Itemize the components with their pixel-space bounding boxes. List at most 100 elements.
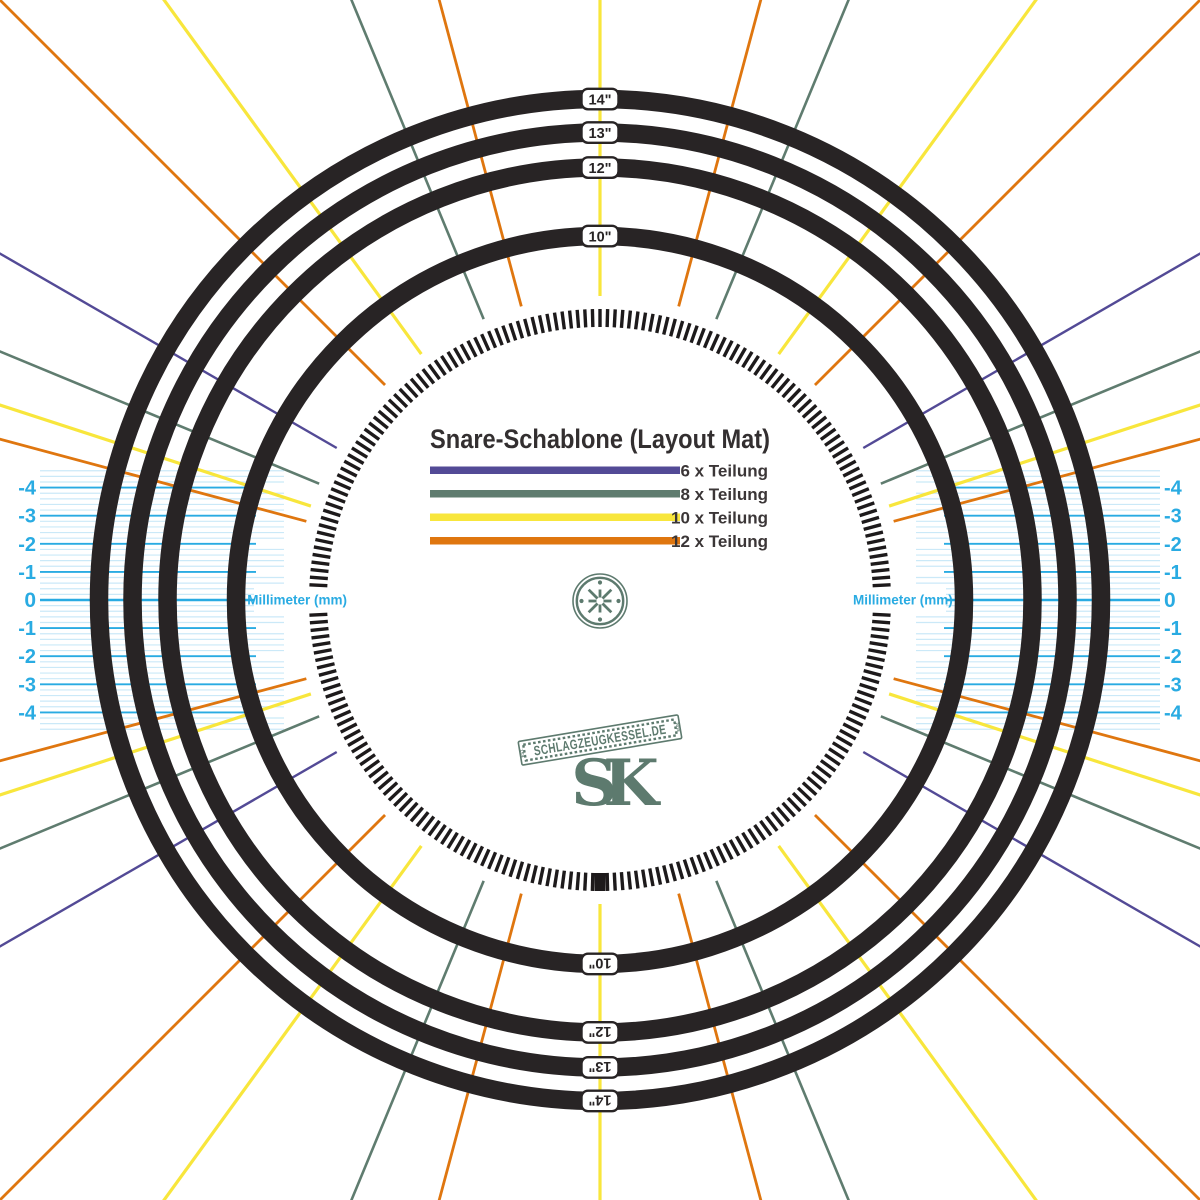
- legend: 6 x Teilung 8 x Teilung 10 x Teilung 12 x T…: [430, 462, 768, 551]
- degree-tick: [828, 440, 845, 453]
- mm-label-left-bg: [254, 588, 354, 612]
- degree-tick: [320, 675, 339, 685]
- degree-tick: [709, 848, 720, 867]
- degree-tick: [861, 675, 880, 685]
- legend-color-bar: [430, 513, 680, 521]
- degree-tick: [728, 343, 741, 361]
- degree-tick: [776, 806, 791, 823]
- degree-tick: [747, 828, 760, 845]
- degree-tick: [633, 311, 640, 330]
- degree-tick: [689, 325, 699, 344]
- ruler-number-right: -1: [1164, 562, 1182, 584]
- degree-tick: [552, 312, 559, 331]
- degree-tick: [696, 854, 706, 873]
- degree-tick: [675, 320, 685, 339]
- degree-tick: [312, 552, 331, 559]
- degree-tick: [702, 851, 713, 870]
- degree-tick: [333, 480, 352, 491]
- degree-tick: [318, 523, 337, 531]
- degree-tick: [828, 747, 845, 760]
- degree-tick: [648, 868, 655, 887]
- degree-tick: [856, 501, 875, 511]
- degree-tick: [753, 824, 767, 841]
- division-line-12x: [677, 893, 763, 1200]
- degree-tick: [316, 662, 335, 670]
- degree-tick: [320, 515, 339, 525]
- degree-tick: [845, 473, 864, 485]
- degree-tick: [669, 863, 677, 882]
- degree-tick: [310, 626, 329, 633]
- degree-tick: [501, 325, 511, 344]
- degree-tick: [753, 359, 767, 376]
- icon-dot: [616, 598, 621, 604]
- degree-tick: [583, 872, 588, 891]
- degree-tick: [575, 309, 581, 328]
- icon-asterisk: [579, 580, 621, 622]
- division-line-12x: [893, 437, 1200, 523]
- degree-tick: [583, 309, 588, 328]
- degree-tick: [702, 330, 713, 349]
- degree-tick: [590, 872, 595, 891]
- division-line-8x: [715, 0, 850, 320]
- degree-tick: [409, 806, 424, 823]
- division-line-12x: [437, 893, 523, 1200]
- degree-tick: [619, 309, 625, 328]
- degree-tick: [626, 310, 633, 329]
- degree-tick: [530, 316, 538, 335]
- division-line-6x: [862, 750, 1200, 948]
- division-line-12x: [0, 0, 387, 387]
- icon-inner-ring: [575, 576, 625, 626]
- degree-tick: [872, 612, 891, 617]
- degree-tick: [626, 871, 633, 890]
- degree-tick: [515, 861, 525, 880]
- degree-tick: [325, 689, 344, 699]
- degree-tick: [336, 473, 355, 485]
- division-line-12x: [0, 813, 387, 1200]
- degree-tick: [819, 759, 837, 773]
- division-line-10x: [888, 692, 1200, 797]
- degree-tick: [368, 421, 385, 436]
- degree-tick: [487, 330, 498, 349]
- degree-tick: [309, 583, 328, 588]
- degree-tick: [619, 872, 625, 891]
- degree-tick: [473, 845, 485, 864]
- degree-tick: [515, 320, 525, 339]
- degree-tick: [831, 741, 850, 754]
- degree-tick: [409, 377, 424, 394]
- degree-tick: [313, 648, 332, 655]
- ring-badge-label: 10": [588, 229, 611, 245]
- ring-badge-frame: [580, 224, 620, 248]
- mm-label-right: Millimeter (mm): [846, 588, 953, 612]
- degree-tick: [473, 336, 485, 355]
- degree-tick: [363, 427, 381, 441]
- ruler-number-left: 0: [24, 589, 36, 612]
- degree-tick: [322, 508, 341, 518]
- legend-color-bar: [430, 466, 680, 474]
- logo-monogram: SK: [571, 746, 661, 821]
- degree-tick: [560, 311, 567, 330]
- degree-tick: [870, 560, 889, 567]
- degree-tick: [863, 669, 882, 677]
- degree-tick: [347, 735, 365, 747]
- degree-tick: [427, 819, 441, 837]
- degree-tick: [312, 641, 331, 648]
- degree-tick: [796, 398, 813, 414]
- degree-tick: [682, 859, 692, 878]
- degree-tick: [398, 387, 414, 404]
- degree-tick: [612, 309, 617, 328]
- degree-tick: [605, 309, 610, 328]
- degree-tick: [545, 868, 552, 887]
- degree-tick: [854, 696, 873, 706]
- degree-tick: [791, 791, 807, 807]
- degree-tick: [336, 715, 355, 727]
- logo-banner: SCHLAGZEUGKESSEL.DE EST. 2018: [517, 714, 683, 766]
- division-line-12x: [893, 677, 1200, 763]
- ruler-number-right: 0: [1164, 589, 1176, 612]
- degree-tick: [313, 545, 332, 552]
- degree-tick: [869, 641, 888, 648]
- division-line-10x: [888, 403, 1200, 508]
- degree-tick: [421, 368, 436, 385]
- degree-tick: [567, 871, 574, 890]
- degree-tick: [819, 427, 837, 441]
